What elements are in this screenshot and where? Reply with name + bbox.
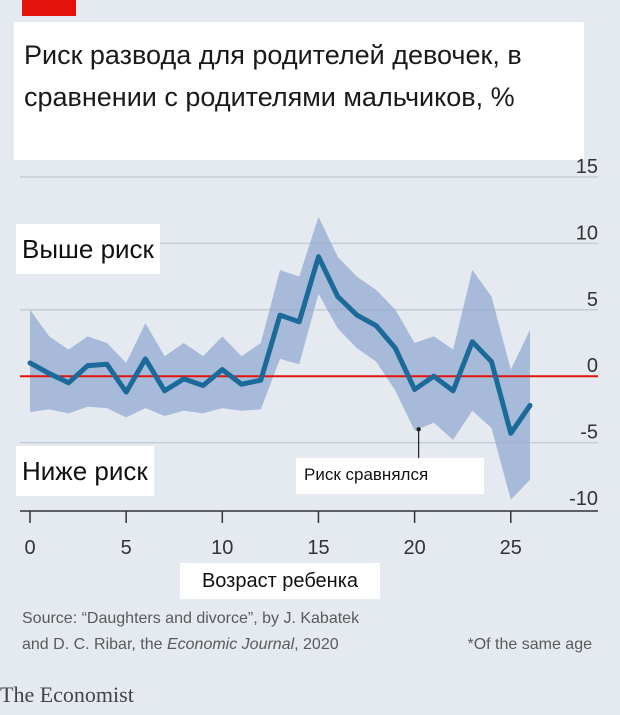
source-line-2: and D. C. Ribar, the Economic Journal, 2… <box>22 632 359 658</box>
annotation-risk-equal: Риск сравнялся <box>296 458 484 494</box>
lower-risk-label: Ниже риск <box>16 446 154 496</box>
x-axis: 0 5 10 15 20 25 <box>20 510 598 559</box>
series-line-path <box>27 254 533 436</box>
y-tick-label: -5 <box>580 422 598 444</box>
chart-title: Риск развода для родителей девочек, в ср… <box>24 40 522 112</box>
confidence-band <box>30 216 530 500</box>
annotation-point <box>416 427 421 432</box>
y-tick-label: 5 <box>587 289 598 311</box>
x-tick-label: 0 <box>24 537 35 559</box>
y-tick-label: -10 <box>569 488 598 510</box>
footnote: *Of the same age <box>467 636 592 653</box>
y-tick-label: 15 <box>576 156 598 178</box>
y-axis: 15 10 5 0 -5 -10 <box>569 156 598 510</box>
series-line <box>27 254 533 436</box>
brand-logo: The Economist <box>0 682 134 707</box>
x-tick-label: 5 <box>121 537 132 559</box>
x-tick-label: 10 <box>211 537 233 559</box>
x-tick-label: 25 <box>500 537 522 559</box>
title-panel <box>14 22 584 160</box>
y-tick-label: 10 <box>576 222 598 244</box>
source-note: Source: “Daughters and divorce”, by J. K… <box>22 606 359 658</box>
source-authors: and D. C. Ribar, the <box>22 636 167 653</box>
y-tick-label: 0 <box>587 355 598 377</box>
source-line-1: Source: “Daughters and divorce”, by J. K… <box>22 610 360 627</box>
source-journal: Economic Journal <box>166 636 295 653</box>
economist-red-tag <box>22 0 76 16</box>
higher-risk-label: Выше риск <box>16 224 160 274</box>
x-axis-label: Возраст ребенка <box>180 563 380 599</box>
confidence-band-area <box>30 216 530 500</box>
source-year: , 2020 <box>294 636 339 653</box>
x-tick-label: 15 <box>307 537 329 559</box>
x-tick-label: 20 <box>403 537 425 559</box>
